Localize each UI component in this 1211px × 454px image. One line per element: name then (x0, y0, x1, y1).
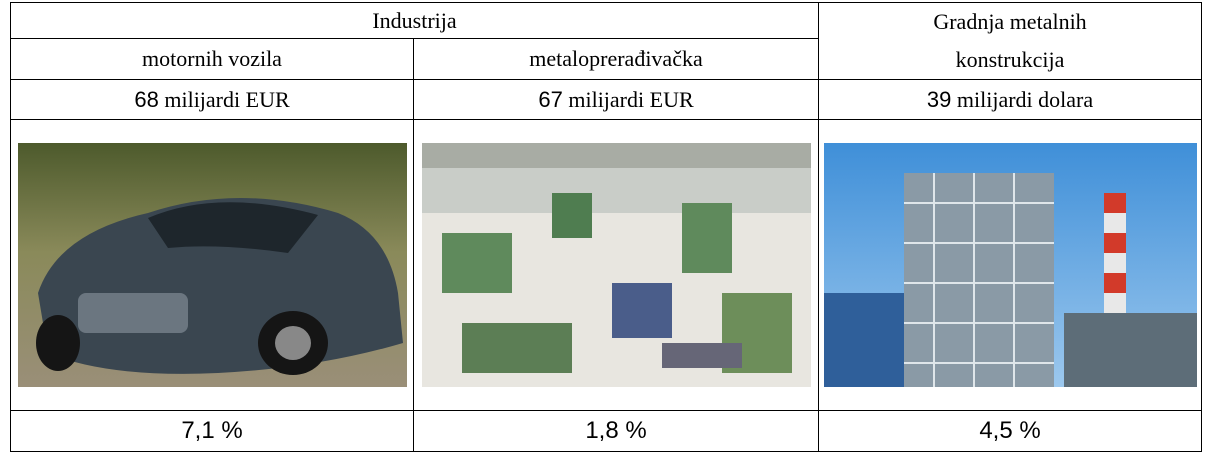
construction-image (824, 143, 1197, 387)
share-cell: 7,1 % (11, 411, 414, 452)
image-cell (414, 120, 819, 411)
column-header-cell: Gradnja metalnih konstrukcija (819, 3, 1202, 80)
industry-table: Industrija Gradnja metalnih konstrukcija… (10, 2, 1202, 452)
value-unit: milijardi EUR (568, 87, 693, 112)
share-cell: 1,8 % (414, 411, 819, 452)
value-number: 68 (134, 87, 158, 112)
value-unit: milijardi dolara (957, 87, 1093, 112)
value-cell: 39 milijardi dolara (819, 80, 1202, 120)
column-header: motornih vozila (11, 39, 414, 80)
share-cell: 4,5 % (819, 411, 1202, 452)
car-image (18, 143, 407, 387)
workshop-image (422, 143, 811, 387)
value-number: 39 (927, 87, 951, 112)
image-cell (11, 120, 414, 411)
column-header: metaloprerađivačka (414, 39, 819, 80)
value-number: 67 (538, 87, 562, 112)
value-cell: 68 milijardi EUR (11, 80, 414, 120)
image-cell (819, 120, 1202, 411)
page: Industrija Gradnja metalnih konstrukcija… (0, 0, 1211, 454)
group-header: Industrija (11, 3, 819, 39)
value-cell: 67 milijardi EUR (414, 80, 819, 120)
column-header: Gradnja metalnih konstrukcija (885, 3, 1135, 79)
value-unit: milijardi EUR (164, 87, 289, 112)
